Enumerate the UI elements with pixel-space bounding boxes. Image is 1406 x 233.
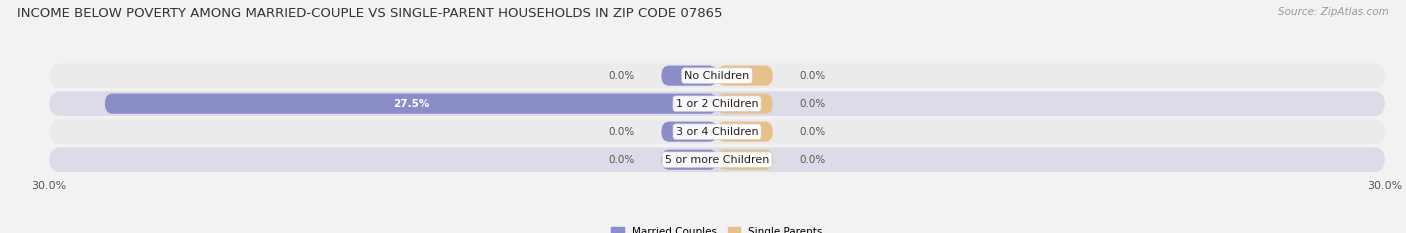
FancyBboxPatch shape xyxy=(105,94,717,114)
FancyBboxPatch shape xyxy=(661,150,717,170)
FancyBboxPatch shape xyxy=(717,94,773,114)
Text: 0.0%: 0.0% xyxy=(609,127,634,137)
Text: 27.5%: 27.5% xyxy=(392,99,429,109)
Text: 5 or more Children: 5 or more Children xyxy=(665,155,769,165)
Text: 0.0%: 0.0% xyxy=(800,155,825,165)
Text: 0.0%: 0.0% xyxy=(609,71,634,81)
Text: 0.0%: 0.0% xyxy=(800,71,825,81)
Legend: Married Couples, Single Parents: Married Couples, Single Parents xyxy=(607,223,827,233)
Text: 0.0%: 0.0% xyxy=(800,99,825,109)
FancyBboxPatch shape xyxy=(49,63,1385,88)
FancyBboxPatch shape xyxy=(661,122,717,142)
FancyBboxPatch shape xyxy=(49,91,1385,116)
Text: Source: ZipAtlas.com: Source: ZipAtlas.com xyxy=(1278,7,1389,17)
FancyBboxPatch shape xyxy=(717,150,773,170)
Text: 3 or 4 Children: 3 or 4 Children xyxy=(676,127,758,137)
FancyBboxPatch shape xyxy=(661,65,717,86)
FancyBboxPatch shape xyxy=(49,119,1385,144)
Text: 1 or 2 Children: 1 or 2 Children xyxy=(676,99,758,109)
Text: 0.0%: 0.0% xyxy=(609,155,634,165)
Text: 0.0%: 0.0% xyxy=(800,127,825,137)
FancyBboxPatch shape xyxy=(717,122,773,142)
Text: No Children: No Children xyxy=(685,71,749,81)
Text: INCOME BELOW POVERTY AMONG MARRIED-COUPLE VS SINGLE-PARENT HOUSEHOLDS IN ZIP COD: INCOME BELOW POVERTY AMONG MARRIED-COUPL… xyxy=(17,7,723,20)
FancyBboxPatch shape xyxy=(49,147,1385,172)
FancyBboxPatch shape xyxy=(717,65,773,86)
